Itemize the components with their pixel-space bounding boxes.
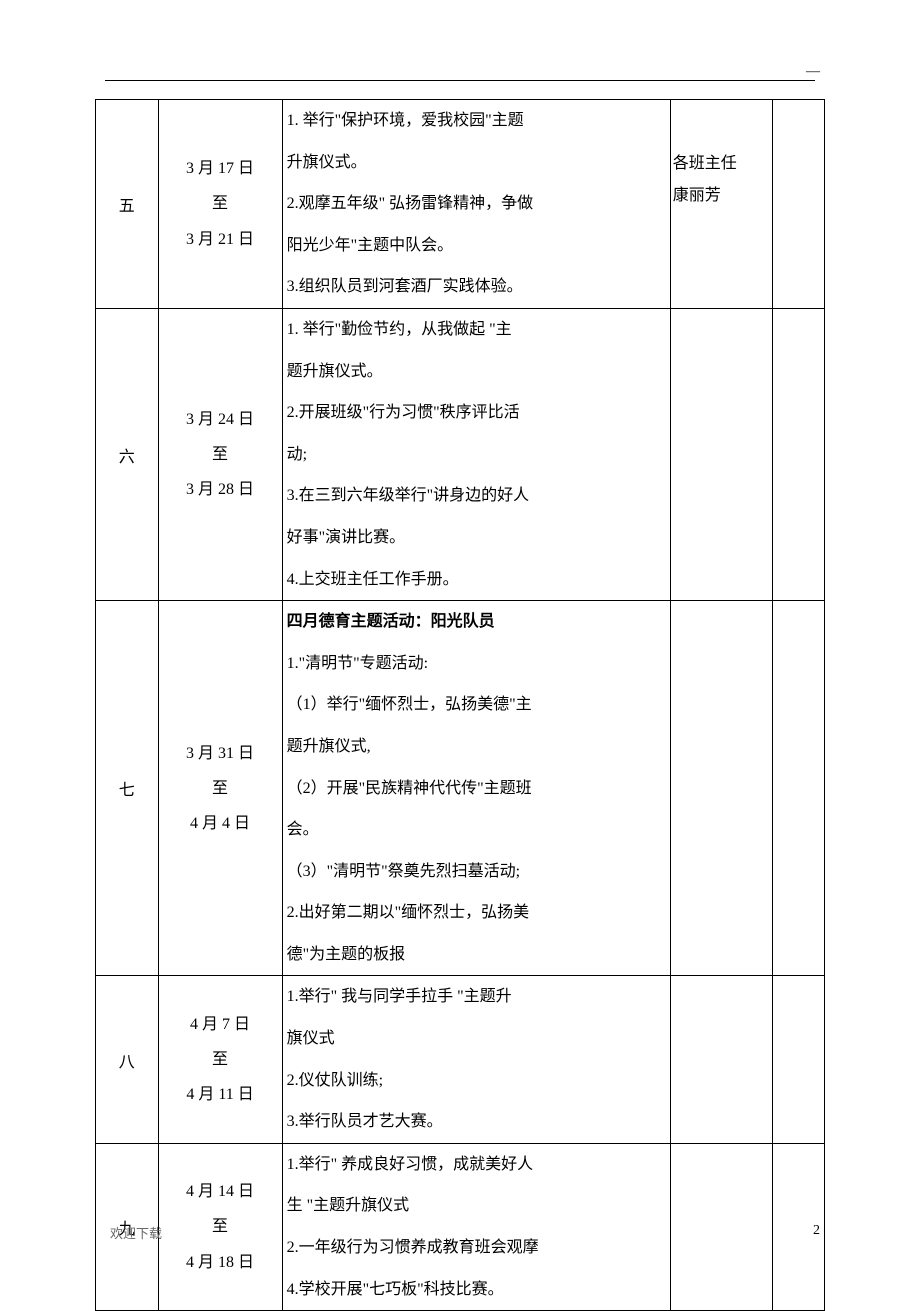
- content-line: 题升旗仪式。: [287, 351, 670, 393]
- content-line: 3.举行队员才艺大赛。: [287, 1101, 670, 1143]
- content-line: 升旗仪式。: [287, 142, 670, 184]
- table-row: 八4 月 7 日至4 月 11 日1.举行" 我与同学手拉手 "主题升旗仪式2.…: [96, 976, 825, 1143]
- content-line: 4.上交班主任工作手册。: [287, 559, 670, 601]
- content-line: 1. 举行"勤俭节约，从我做起 "主: [287, 309, 670, 351]
- table-row: 七3 月 31 日至4 月 4 日四月德育主题活动：阳光队员 1."清明节"专题…: [96, 601, 825, 976]
- content-line: 2.开展班级"行为习惯"秩序评比活: [287, 392, 670, 434]
- date-line: 至: [159, 186, 282, 221]
- content-line: （3）"清明节"祭奠先烈扫墓活动;: [287, 851, 670, 893]
- cell-content: 四月德育主题活动：阳光队员 1."清明节"专题活动:（1）举行"缅怀烈士，弘扬美…: [282, 601, 670, 976]
- cell-week: 七: [96, 601, 159, 976]
- cell-date: 4 月 7 日至4 月 11 日: [158, 976, 282, 1143]
- content-line: 2.仪仗队训练;: [287, 1060, 670, 1102]
- footer-left-text: 欢迎下载: [110, 1223, 162, 1242]
- content-line: 德"为主题的板报: [287, 934, 670, 976]
- date-line: 4 月 18 日: [159, 1245, 282, 1280]
- content-line: 1.举行" 我与同学手拉手 "主题升: [287, 976, 670, 1018]
- top-rule: [105, 80, 815, 81]
- cell-empty: [773, 601, 825, 976]
- cell-content: 1.举行" 我与同学手拉手 "主题升旗仪式2.仪仗队训练;3.举行队员才艺大赛。: [282, 976, 670, 1143]
- content-line: 生 "主题升旗仪式: [287, 1185, 670, 1227]
- date-line: 3 月 24 日: [159, 402, 282, 437]
- date-line: 3 月 28 日: [159, 472, 282, 507]
- content-line: 动;: [287, 434, 670, 476]
- footer-page-number: 2: [813, 1223, 820, 1242]
- date-line: 至: [159, 771, 282, 806]
- content-line: 2.观摩五年级" 弘扬雷锋精神，争做: [287, 183, 670, 225]
- content-line: 好事"演讲比赛。: [287, 517, 670, 559]
- content-line: （2）开展"民族精神代代传"主题班: [287, 768, 670, 810]
- header-dash: —: [806, 64, 820, 80]
- cell-person: 各班主任康丽芳: [670, 100, 772, 309]
- date-line: 4 月 11 日: [159, 1077, 282, 1112]
- content-line: 1."清明节"专题活动:: [287, 643, 670, 685]
- cell-week: 六: [96, 308, 159, 600]
- date-line: 4 月 14 日: [159, 1174, 282, 1209]
- date-line: 3 月 21 日: [159, 222, 282, 257]
- cell-empty: [773, 100, 825, 309]
- table-row: 五3 月 17 日至3 月 21 日1. 举行"保护环境，爱我校园"主题升旗仪式…: [96, 100, 825, 309]
- content-line: 阳光少年"主题中队会。: [287, 225, 670, 267]
- cell-date: 3 月 31 日至4 月 4 日: [158, 601, 282, 976]
- schedule-table: 五3 月 17 日至3 月 21 日1. 举行"保护环境，爱我校园"主题升旗仪式…: [95, 99, 825, 1311]
- content-line: 旗仪式: [287, 1018, 670, 1060]
- content-line: 2.出好第二期以"缅怀烈士，弘扬美: [287, 892, 670, 934]
- date-line: 3 月 31 日: [159, 736, 282, 771]
- content-line: 题升旗仪式,: [287, 726, 670, 768]
- cell-week: 五: [96, 100, 159, 309]
- date-line: 4 月 7 日: [159, 1007, 282, 1042]
- cell-empty: [773, 976, 825, 1143]
- content-line: （1）举行"缅怀烈士，弘扬美德"主: [287, 684, 670, 726]
- content-line: 1. 举行"保护环境，爱我校园"主题: [287, 100, 670, 142]
- content-line: 4.学校开展"七巧板"科技比赛。: [287, 1269, 670, 1311]
- cell-person: [670, 976, 772, 1143]
- content-line: 3.在三到六年级举行"讲身边的好人: [287, 475, 670, 517]
- date-line: 至: [159, 437, 282, 472]
- person-line: 各班主任: [673, 148, 772, 180]
- content-line: 3.组织队员到河套酒厂实践体验。: [287, 266, 670, 308]
- content-line: 1.举行" 养成良好习惯，成就美好人: [287, 1144, 670, 1186]
- cell-empty: [773, 308, 825, 600]
- cell-date: 3 月 17 日至3 月 21 日: [158, 100, 282, 309]
- date-line: 3 月 17 日: [159, 151, 282, 186]
- cell-date: 3 月 24 日至3 月 28 日: [158, 308, 282, 600]
- person-line: 康丽芳: [673, 180, 772, 212]
- cell-person: [670, 308, 772, 600]
- cell-person: [670, 601, 772, 976]
- date-line: 至: [159, 1042, 282, 1077]
- page-footer: 欢迎下载 2: [110, 1223, 820, 1242]
- content-line: 四月德育主题活动：阳光队员: [287, 601, 670, 643]
- cell-week: 八: [96, 976, 159, 1143]
- content-line: 会。: [287, 809, 670, 851]
- cell-content: 1. 举行"保护环境，爱我校园"主题升旗仪式。2.观摩五年级" 弘扬雷锋精神，争…: [282, 100, 670, 309]
- cell-content: 1. 举行"勤俭节约，从我做起 "主题升旗仪式。2.开展班级"行为习惯"秩序评比…: [282, 308, 670, 600]
- date-line: 4 月 4 日: [159, 806, 282, 841]
- table-row: 六3 月 24 日至3 月 28 日1. 举行"勤俭节约，从我做起 "主题升旗仪…: [96, 308, 825, 600]
